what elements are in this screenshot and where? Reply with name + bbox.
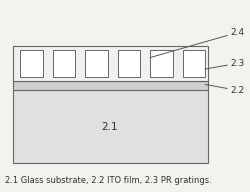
Text: 2.1: 2.1: [102, 122, 118, 132]
Bar: [20, 50, 42, 77]
Text: 2.4: 2.4: [150, 28, 244, 58]
Bar: [12, 46, 207, 81]
Bar: [12, 90, 207, 163]
Bar: [85, 50, 108, 77]
Bar: [118, 50, 140, 77]
Bar: [52, 50, 75, 77]
Text: 2.1 Glass substrate, 2.2 ITO film, 2.3 PR gratings.: 2.1 Glass substrate, 2.2 ITO film, 2.3 P…: [5, 176, 212, 185]
Text: 2.3: 2.3: [205, 59, 244, 69]
Bar: [182, 50, 205, 77]
Text: 2.2: 2.2: [205, 84, 244, 95]
Bar: [12, 81, 207, 90]
Bar: [150, 50, 172, 77]
